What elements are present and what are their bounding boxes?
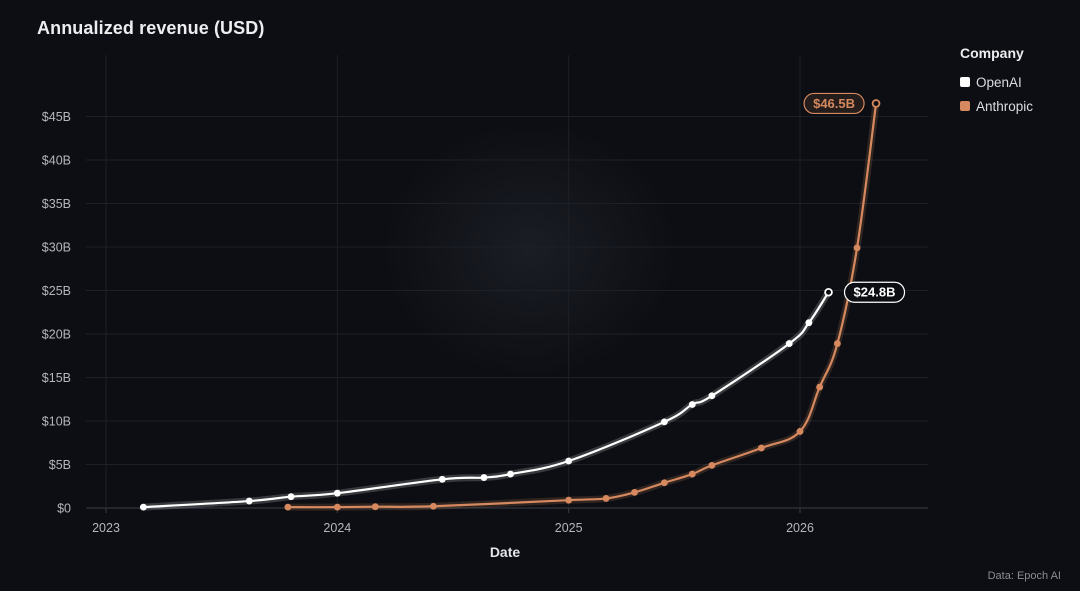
y-tick-label: $35B [42,197,71,211]
y-tick-label: $0 [57,502,71,516]
openai-point [507,470,514,478]
anthropic-point [371,503,379,511]
gridlines [86,55,928,513]
anthropic-end-badge: $46.5B [803,92,865,115]
anthropic-point [602,495,610,502]
y-axis-ticks: $0 $5B $10B $15B $20B $25B $30B $35B $40B $45B [42,110,71,516]
x-tick-label: 2026 [786,521,814,535]
anthropic-badge-label: $46.5B [813,96,855,111]
y-tick-label: $5B [49,458,71,472]
openai-point [565,457,573,465]
anthropic-point [871,99,881,108]
legend: Company OpenAI Anthropic [960,45,1033,118]
anthropic-point [757,444,765,452]
series-anthropic [284,99,881,511]
legend-item-openai[interactable]: OpenAI [960,70,1033,94]
openai-point [139,503,147,511]
series-openai [139,287,833,511]
anthropic-point [660,479,668,487]
openai-swatch [960,77,970,87]
openai-point [480,474,488,481]
anthropic-point [688,470,696,478]
y-tick-label: $15B [42,371,71,385]
chart-title: Annualized revenue (USD) [37,18,265,38]
openai-end-badge: $24.8B [843,281,906,303]
x-axis-title: Date [490,544,521,560]
legend-label-openai: OpenAI [976,74,1022,90]
anthropic-point [708,461,716,469]
anthropic-point [833,340,841,347]
legend-item-anthropic[interactable]: Anthropic [960,94,1033,118]
data-source: Data: Epoch AI [987,570,1061,582]
anthropic-point [565,496,573,504]
openai-point [785,340,793,347]
openai-point [287,493,295,501]
openai-point [688,401,696,408]
anthropic-point [853,244,861,252]
legend-title: Company [960,45,1024,61]
anthropic-line [286,102,878,509]
y-tick-label: $20B [42,328,71,342]
x-tick-label: 2023 [92,521,120,535]
y-tick-label: $40B [42,154,71,168]
y-tick-label: $10B [42,415,71,429]
anthropic-point [816,383,824,391]
x-axis-ticks: 2023 2024 2025 2026 [92,521,814,535]
series-layer [139,99,881,511]
openai-badge-label: $24.8B [854,285,896,300]
openai-point [333,489,341,497]
end-labels: $24.8B $46.5B [803,92,906,303]
x-tick-label: 2025 [555,521,583,535]
anthropic-badge-box [803,92,865,115]
openai-point [245,497,253,505]
anthropic-swatch [960,101,970,111]
openai-point [824,287,833,297]
y-tick-label: $25B [42,284,71,298]
anthropic-point [430,502,437,510]
openai-point [708,392,716,400]
openai-badge-box [843,281,906,303]
anthropic-point [631,488,638,496]
anthropic-point [796,428,804,435]
openai-point [805,319,813,327]
anthropic-point [284,503,292,511]
openai-point [438,475,446,483]
anthropic-point [333,503,341,511]
x-tick-label: 2024 [323,521,351,535]
openai-point [660,418,668,426]
legend-label-anthropic: Anthropic [976,98,1034,114]
anthropic-line-glow [284,99,880,511]
y-tick-label: $45B [42,110,71,124]
y-tick-label: $30B [42,241,71,255]
